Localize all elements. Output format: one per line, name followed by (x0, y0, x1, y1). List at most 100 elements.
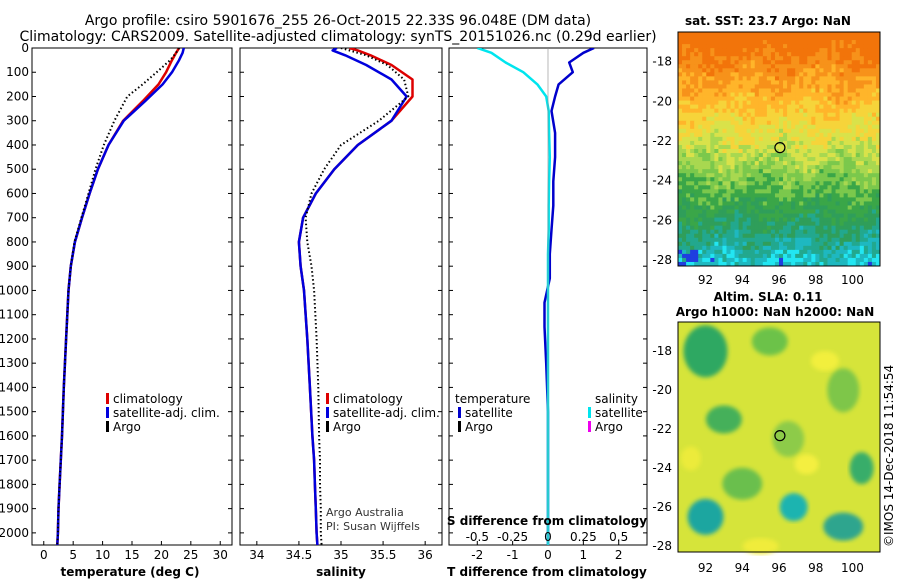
sst-cell (770, 221, 776, 227)
sst-cell (734, 177, 739, 182)
sst-cell (875, 104, 881, 110)
sst-cell (726, 257, 731, 263)
sst-cell (694, 84, 699, 89)
salinity-legend: climatology satellite-adj. clim. Argo (326, 392, 440, 434)
salinity-panel: 34 34.5 35 35.5 36 salinity climatology sate… (239, 47, 443, 579)
sst-cell (811, 40, 816, 45)
sst-cell (783, 245, 788, 251)
sst-cell (855, 80, 861, 85)
sst-cell (754, 257, 760, 263)
sst-cell (710, 241, 715, 247)
sst-cell (758, 157, 764, 162)
sst-cell (779, 112, 784, 118)
sst-cell (754, 120, 760, 126)
sst-cell (811, 229, 816, 235)
sst-cell (835, 132, 840, 138)
sst-cell (859, 225, 865, 231)
sst-cell (702, 229, 707, 235)
legend-label-argo: Argo (113, 420, 141, 434)
sst-cell (787, 161, 792, 166)
sst-cell (694, 233, 699, 239)
altim-anomaly-blob (683, 325, 728, 378)
sst-cell (827, 225, 832, 231)
sst-cell (799, 225, 804, 231)
sst-cell (859, 153, 865, 158)
depth-tick-label: 1800 (0, 477, 29, 491)
sst-cell (799, 177, 804, 182)
sst-cell (839, 40, 845, 45)
sst-cell (827, 229, 832, 235)
sst-cell (799, 128, 804, 134)
sst-cell (847, 233, 853, 239)
sst-cell (770, 40, 776, 45)
sst-cell (686, 161, 691, 166)
sst-cell (746, 48, 752, 53)
sst-cell (839, 193, 845, 198)
sst-cell (774, 132, 780, 138)
sst-cell (746, 88, 752, 93)
sst-cell (843, 36, 849, 41)
sst-cell (831, 140, 836, 146)
sst-cell (718, 40, 723, 45)
sst-cell (742, 209, 748, 214)
sst-cell (855, 68, 861, 73)
sst-cell (730, 161, 735, 166)
sst-cell (847, 92, 853, 97)
sst-cell (783, 197, 788, 202)
sst-cell (811, 169, 816, 174)
sst-cell (686, 173, 691, 178)
sst-cell (811, 157, 816, 162)
sst-cell (762, 60, 768, 65)
sst-cell (843, 245, 849, 251)
sst-cell (746, 104, 752, 110)
sst-cell (726, 72, 731, 77)
sst-cell (774, 161, 780, 166)
sst-cell (863, 233, 869, 239)
sst-cell (787, 197, 792, 202)
sst-cell (795, 132, 800, 138)
sst-cell (807, 52, 812, 57)
sst-cell (766, 173, 772, 178)
sst-cell (686, 52, 691, 57)
sst-cell (750, 245, 756, 251)
sst-cell (855, 136, 861, 142)
sst-cell (706, 169, 711, 174)
sst-cell (714, 124, 719, 130)
legend-swatch-satellite-adj (106, 407, 109, 418)
sst-cell (714, 92, 719, 97)
sst-cell (738, 205, 744, 210)
sst-cell (754, 165, 760, 170)
sst-cell (803, 157, 808, 162)
sst-cell (847, 173, 853, 178)
sst-cell (819, 229, 824, 235)
sst-cell (766, 136, 772, 142)
sst-cell (827, 124, 832, 130)
sst-cell (710, 44, 715, 49)
sst-cell (831, 205, 836, 210)
sst-cell (835, 233, 840, 239)
sst-cell (762, 249, 768, 255)
sst-cell (791, 72, 796, 77)
sst-cell (698, 64, 703, 69)
sst-cell (742, 253, 748, 259)
sst-cell (770, 140, 776, 146)
sst-cell (702, 104, 707, 110)
sst-cell (795, 149, 800, 154)
sst-cell (766, 56, 772, 61)
sst-cell (855, 173, 861, 178)
sst-cell (770, 144, 776, 150)
sst-cell (799, 136, 804, 142)
sst-cell (762, 253, 768, 259)
sst-cell (839, 217, 845, 223)
sst-cell (787, 108, 792, 114)
sst-cell (847, 185, 853, 190)
sst-cell (682, 189, 687, 194)
sst-cell (787, 153, 792, 158)
sst-cell (734, 68, 739, 73)
sst-cell (682, 80, 687, 85)
sst-cell (706, 253, 711, 259)
sst-cell (783, 44, 788, 49)
sst-cell (730, 233, 735, 239)
sst-cell (871, 237, 877, 243)
sst-cell (758, 96, 764, 101)
